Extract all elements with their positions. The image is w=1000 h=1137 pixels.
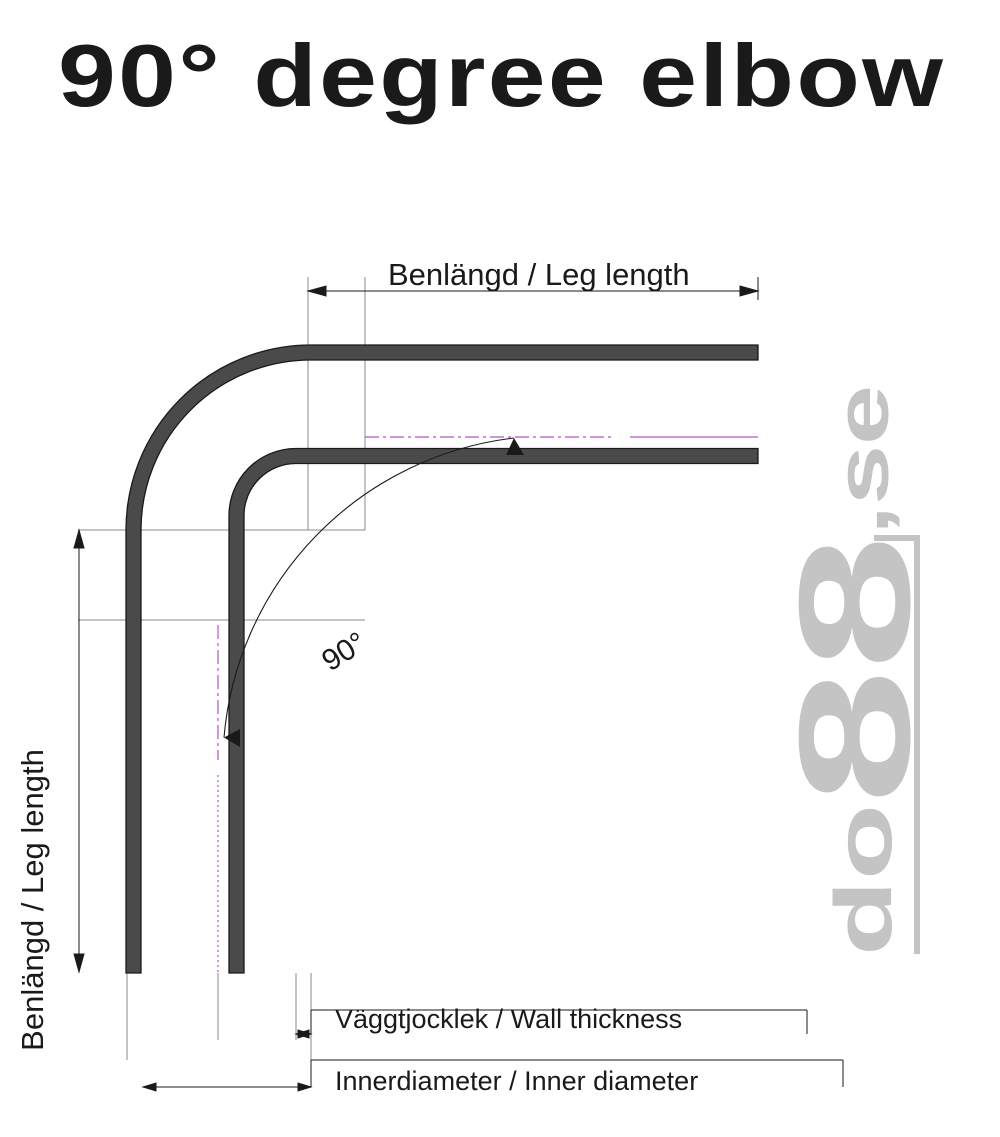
svg-text:Benlängd / Leg length: Benlängd / Leg length (15, 749, 50, 1051)
svg-text:Innerdiameter / Inner diameter: Innerdiameter / Inner diameter (335, 1066, 698, 1096)
svg-text:Väggtjocklek / Wall thickness: Väggtjocklek / Wall thickness (335, 1004, 682, 1034)
svg-text:,se: ,se (821, 385, 904, 535)
svg-text:do: do (819, 804, 909, 956)
svg-text:Benlängd / Leg length: Benlängd / Leg length (388, 257, 690, 292)
svg-text:90°: 90° (316, 626, 372, 678)
